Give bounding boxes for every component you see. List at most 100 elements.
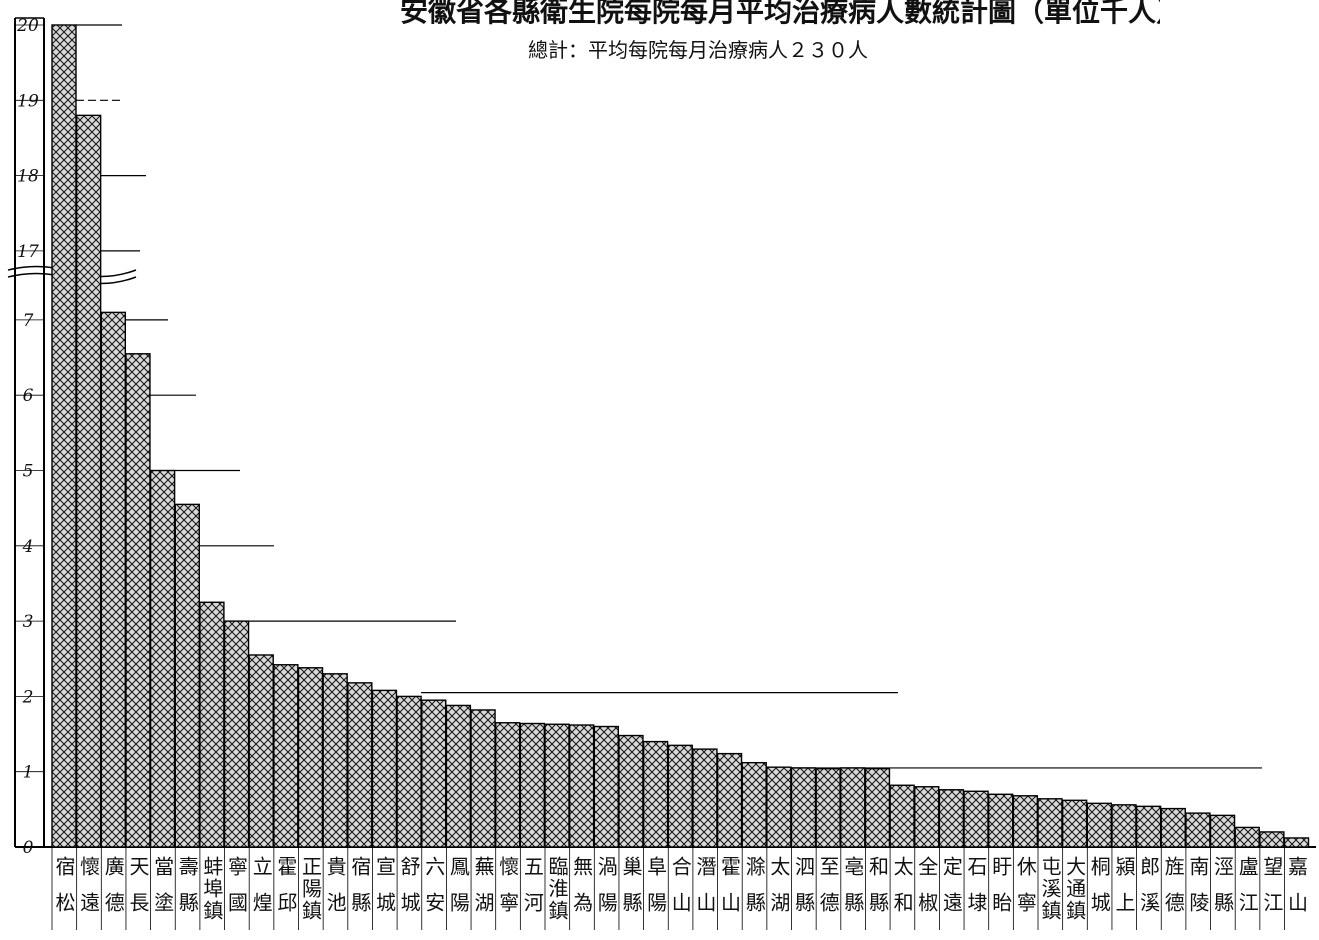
y-tick-label: 20 [16,16,39,36]
bar [174,503,200,848]
bar [642,740,669,848]
bar [1160,807,1186,848]
x-tick-label: 懷遠 [77,856,101,928]
bar [100,311,127,848]
x-tick-label: 定遠 [939,856,963,928]
x-tick-label: 南陵 [1186,856,1210,928]
x-tick-label: 石埭 [964,856,988,928]
bar [790,767,817,848]
x-tick-label: 霍山 [718,856,742,928]
x-tick-label: 巢縣 [619,856,643,928]
y-tick-label: 4 [22,537,34,557]
x-tick-label: 霍邱 [274,856,298,928]
bar [1283,837,1310,848]
bar [371,689,398,848]
bar [1086,802,1113,848]
x-tick-label: 宿縣 [348,856,372,928]
y-tick-label: 7 [23,311,34,331]
bar [1209,814,1236,848]
y-tick-label: 0 [23,838,34,858]
x-tick-label: 盱眙 [989,856,1013,928]
category-labels: 宿松 懷遠 廣德 天長 當塗 壽縣 蚌埠鎮 寧國 立煌 霍邱 正陽鎮 貴池 宿縣 宣城 舒城 六安 鳳陽 蕪湖 懷寧… [51,847,1309,930]
x-tick-label: 潁上 [1112,856,1136,928]
bar [667,744,693,848]
x-tick-label: 天長 [126,856,150,928]
bar [618,734,644,848]
x-tick-label: 阜陽 [644,856,668,928]
bar [568,724,595,848]
y-tick-label: 2 [22,687,34,707]
bar [1037,798,1063,848]
x-tick-label: 泗縣 [792,856,816,928]
x-tick-label: 和縣 [865,856,889,928]
y-tick-label: 17 [17,242,39,262]
bar [51,24,77,848]
bar [914,786,940,848]
guide-lines [76,24,1262,769]
x-tick-label: 盧江 [1235,856,1259,928]
x-tick-label: 懷寧 [496,856,520,928]
y-tick-label: 1 [23,763,34,783]
x-tick-label: 無為 [570,856,594,928]
x-tick-label: 亳縣 [841,856,865,928]
x-tick-label: 太和 [890,856,914,928]
bar [741,761,767,848]
bar [963,790,989,848]
bar [1012,795,1039,848]
x-tick-label: 合山 [668,856,692,928]
bar [692,748,718,848]
bar [223,620,250,848]
bar [766,766,792,848]
bar [988,793,1014,848]
x-tick-label: 涇縣 [1211,856,1235,928]
bar [1135,805,1162,848]
y-tick-label: 6 [23,386,34,406]
x-tick-label: 正陽鎮 [299,856,323,922]
bar [445,704,472,848]
x-tick-label: 貴池 [323,856,347,928]
bar [199,601,225,848]
bar [938,789,965,848]
bar [1185,812,1211,848]
x-tick-label: 臨淮鎮 [545,856,569,922]
bar [864,767,891,848]
x-tick-label: 全椒 [915,856,939,928]
x-tick-label: 立煌 [249,856,273,928]
x-tick-label: 當塗 [151,856,175,928]
x-tick-label: 宣城 [372,856,396,928]
bar [840,767,866,848]
x-tick-label: 五河 [520,856,544,928]
bar [1259,831,1285,848]
x-tick-label: 廣德 [101,856,125,928]
bar [1234,826,1260,848]
bar [593,725,619,848]
chart-subtitle: 總計：平均每院每月治療病人２３０人 [528,38,868,62]
x-tick-label: 休寧 [1013,856,1037,928]
x-tick-label: 桐城 [1087,856,1111,928]
x-tick-label: 屯溪鎮 [1038,856,1062,922]
y-tick-label: 19 [17,91,39,111]
y-tick-label: 18 [17,167,39,187]
bar [470,709,496,848]
x-tick-label: 望江 [1260,856,1284,928]
bar [396,695,422,848]
x-tick-label: 六安 [422,856,446,928]
chart-title: 安徽省各縣衛生院每院每月平均治療病人數統計圖（單位千人） [400,0,1160,28]
x-tick-label: 郎溪 [1137,856,1161,928]
bar [1061,799,1088,848]
bars [51,24,1310,848]
x-tick-label: 壽縣 [175,856,199,928]
x-tick-label: 旌德 [1161,856,1185,928]
bar [347,682,373,848]
y-tick-label: 5 [23,462,34,482]
x-tick-label: 蚌埠鎮 [200,856,224,922]
bar [322,673,348,848]
x-tick-label: 滁縣 [742,856,766,928]
x-tick-label: 寧國 [225,856,249,928]
bar [421,699,447,848]
x-tick-label: 太湖 [767,856,791,928]
bar [815,767,841,848]
bar [716,752,743,848]
x-tick-label: 至德 [816,856,840,928]
